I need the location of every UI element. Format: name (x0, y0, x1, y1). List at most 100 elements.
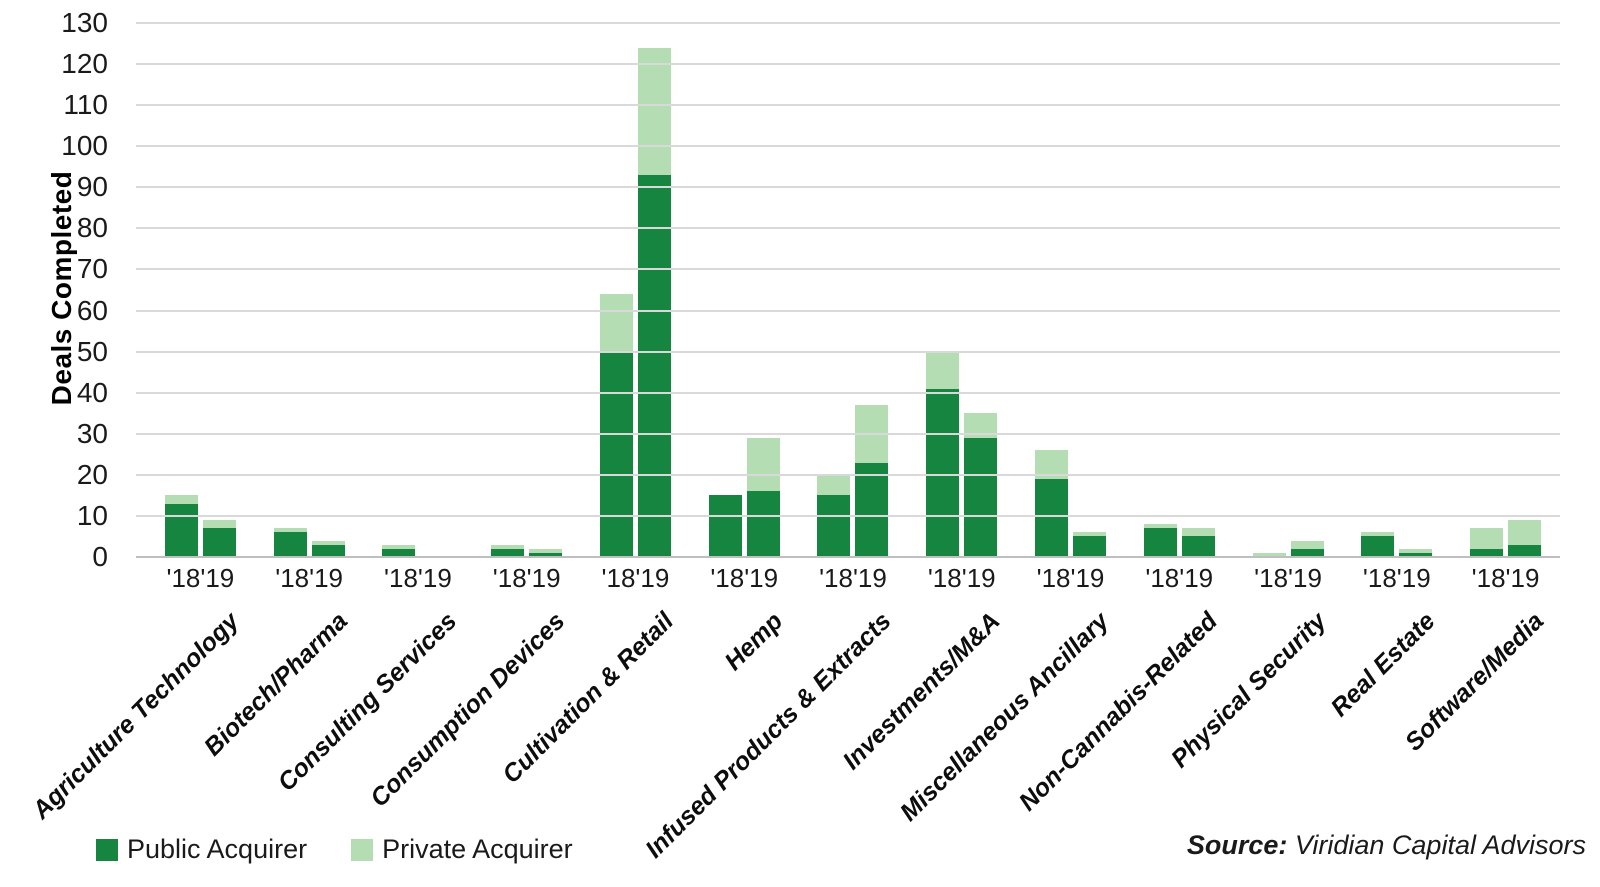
bar-segment (855, 462, 889, 557)
bar-segment (599, 351, 633, 557)
gridline (136, 145, 1560, 148)
bar-segment (311, 540, 345, 545)
y-tick-label: 90 (76, 171, 108, 203)
stacked-bar-19 (855, 405, 889, 557)
gridline (136, 63, 1560, 66)
x-tick-label: '18'19 (384, 563, 452, 593)
category-group: '18'19 Hemp (690, 23, 799, 676)
stacked-bar-19 (1399, 548, 1433, 557)
bar-segment (311, 544, 345, 557)
stacked-bar-19 (1073, 532, 1106, 557)
category-group: '18'19 Software/Media (1400, 23, 1560, 756)
bar-segment (817, 495, 851, 557)
bar-pair (599, 23, 671, 557)
bar-segment (1508, 520, 1542, 545)
bar-pair (1470, 23, 1542, 557)
bar-segment (599, 294, 633, 352)
stacked-bar-19 (637, 47, 671, 557)
y-tick-label: 80 (76, 212, 108, 244)
y-tick-label: 30 (76, 417, 108, 449)
bar-segment (1290, 540, 1324, 549)
x-tick-label: '18'19 (492, 563, 561, 593)
bar-segment (1073, 536, 1106, 557)
bar-segment (1143, 528, 1177, 557)
x-tick-label: '18'19 (819, 563, 887, 593)
private-acquirer-swatch-icon (351, 838, 374, 861)
stacked-bar-18 (599, 294, 633, 557)
legend: Public Acquirer Private Acquirer (96, 834, 573, 865)
bar-pair (1035, 23, 1106, 557)
category-group: '18'19 Physical Security (1166, 23, 1343, 773)
x-tick-label: '18'19 (710, 563, 779, 593)
category-label: Agriculture Technology (26, 607, 245, 825)
bar-segment (1361, 532, 1395, 537)
bar-pair (164, 23, 236, 557)
stacked-bar-18 (491, 544, 525, 557)
stacked-bar-18 (1252, 552, 1286, 557)
gridline (136, 309, 1560, 312)
bar-segment (1073, 532, 1106, 537)
bar-segment (164, 503, 198, 557)
stacked-bar-18 (1143, 524, 1177, 557)
y-tick-label: 70 (76, 253, 108, 285)
stacked-bar-19 (202, 520, 236, 557)
category-label: Real Estate (1325, 607, 1441, 723)
bar-segment (637, 47, 671, 175)
bar-segment (273, 528, 307, 533)
stacked-bar-18 (273, 528, 307, 557)
y-axis: 0 10 20 30 40 50 60 70 80 90 100 110 120 130 (0, 7, 138, 572)
bar-segment (491, 548, 525, 557)
gridline (136, 473, 1560, 476)
stacked-bar-18 (382, 544, 416, 557)
bar-segment (746, 437, 780, 492)
bar-pair (382, 23, 453, 557)
category-group: '18'19 Non-Cannabis-Related (1014, 23, 1234, 816)
bar-segment (1470, 548, 1504, 557)
stacked-bar-18 (1035, 450, 1068, 557)
y-tick-label: 60 (76, 294, 108, 326)
x-tick-label: '18'19 (1362, 563, 1431, 593)
bar-segment (1181, 536, 1215, 557)
y-tick-label: 120 (61, 48, 108, 80)
y-tick-label: 50 (76, 335, 108, 367)
bar-segment (491, 544, 525, 549)
x-tick-label: '18'19 (601, 563, 670, 593)
stacked-bar-19 (1181, 528, 1215, 557)
bar-segment (964, 437, 998, 557)
bar-segment (529, 552, 563, 557)
bar-segment (926, 388, 960, 557)
category-group: '18'19 Consulting Services (272, 23, 473, 797)
bar-segment (637, 175, 671, 557)
y-tick-label: 130 (61, 7, 108, 38)
category-label: Hemp (719, 607, 789, 676)
bar-segment (817, 474, 851, 496)
bar-segment (382, 544, 416, 549)
category-group: '18'19 Cultivation & Retail (497, 23, 690, 789)
stacked-bar-19 (746, 437, 780, 557)
legend-label-private: Private Acquirer (382, 834, 573, 864)
source-text: Viridian Capital Advisors (1287, 830, 1586, 860)
stacked-bar-19 (311, 540, 345, 557)
stacked-bar-18 (164, 495, 198, 557)
source-prefix: Source: (1186, 830, 1288, 860)
stacked-bar-19 (1290, 540, 1324, 557)
bar-pair (708, 23, 780, 557)
bar-segment (1290, 548, 1324, 557)
x-tick-label: '18'19 (1145, 563, 1214, 593)
gridline (136, 227, 1560, 230)
y-tick-label: 100 (61, 130, 108, 162)
bar-groups: '18'19 Agriculture Technology '18'19 Biotec… (27, 23, 1560, 864)
bar-pair (1252, 23, 1324, 557)
bar-segment (1399, 548, 1433, 553)
bar-segment (382, 548, 416, 557)
bar-segment (1361, 536, 1395, 557)
stacked-bar-19 (529, 548, 563, 557)
bar-segment (1181, 528, 1215, 537)
gridline (136, 268, 1560, 271)
bar-pair (273, 23, 345, 557)
y-tick-label: 10 (76, 499, 108, 531)
category-label: Non-Cannabis-Related (1013, 607, 1224, 817)
category-group: '18'19 Investments/M&A (837, 23, 1016, 775)
bar-segment (1143, 524, 1177, 529)
gridline (136, 186, 1560, 189)
